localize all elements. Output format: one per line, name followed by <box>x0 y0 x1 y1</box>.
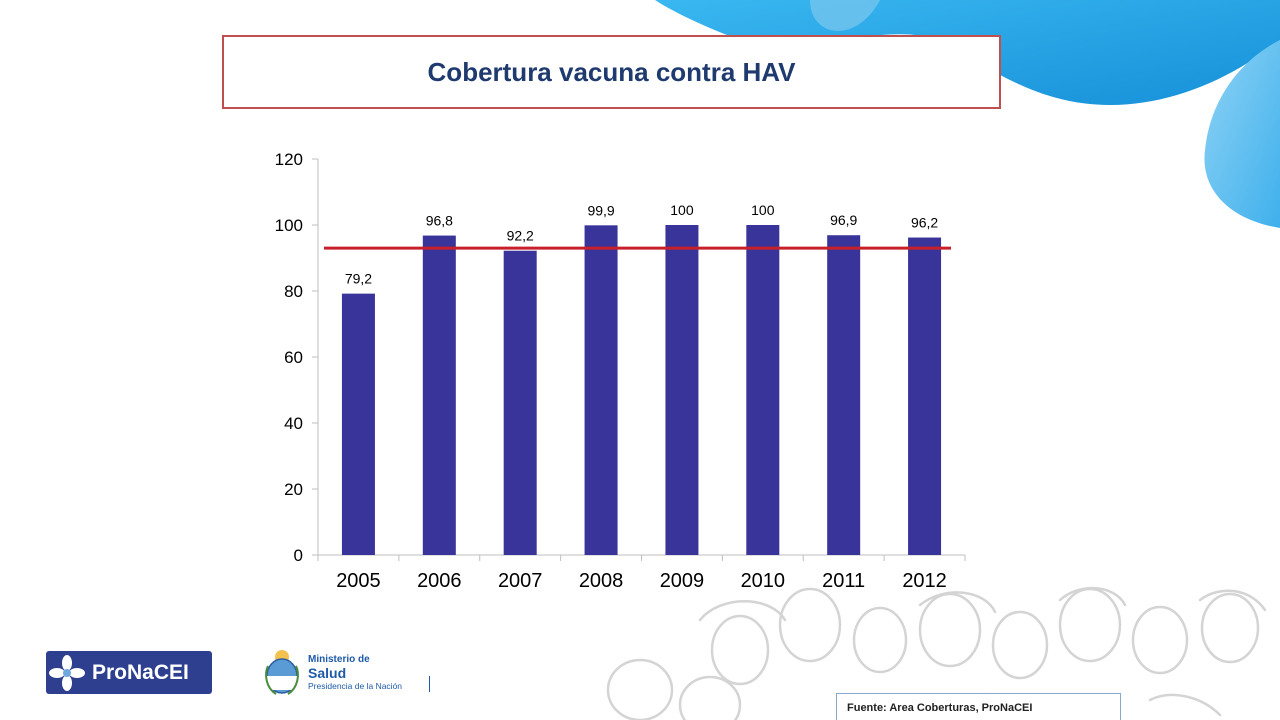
x-tick-label: 2011 <box>822 570 865 592</box>
pronacei-logo-text: ProNaCEI <box>92 660 189 684</box>
y-tick-label: 20 <box>284 480 303 499</box>
ministerio-line1: Ministerio de <box>308 654 370 665</box>
data-label: 96,2 <box>911 215 938 231</box>
bar <box>827 235 861 556</box>
data-labels: 79,2 96,8 92,2 99,9 100 100 96,9 96,2 <box>345 202 939 287</box>
data-label: 92,2 <box>507 228 534 244</box>
y-tick-label: 100 <box>275 216 303 235</box>
source-text: Fuente: Area Coberturas, ProNaCEI <box>847 702 1033 714</box>
data-label: 79,2 <box>345 271 372 287</box>
bar <box>665 225 699 555</box>
ministerio-salud-logo: Ministerio de Salud Presidencia de la Na… <box>262 648 432 696</box>
bar <box>584 225 618 555</box>
bar <box>341 293 375 555</box>
y-tick-label: 60 <box>284 348 303 367</box>
x-tick-label: 2010 <box>741 570 786 592</box>
bar <box>908 237 942 556</box>
bar <box>422 235 456 555</box>
y-axis: 0 20 40 60 80 100 120 <box>275 150 319 565</box>
coat-of-arms-icon <box>265 650 299 695</box>
bars <box>341 225 942 556</box>
x-tick-label: 2006 <box>417 570 462 592</box>
slide-title: Cobertura vacuna contra HAV <box>427 56 796 87</box>
data-label: 100 <box>670 202 694 218</box>
data-label: 100 <box>751 202 775 218</box>
ministerio-line3: Presidencia de la Nación <box>308 681 403 691</box>
slide-title-box: Cobertura vacuna contra HAV <box>222 35 1001 109</box>
data-label: 96,9 <box>830 212 857 228</box>
bar <box>503 250 537 556</box>
logo-divider <box>429 676 430 692</box>
data-label: 96,8 <box>426 213 453 229</box>
y-tick-label: 0 <box>294 546 303 565</box>
x-tick-label: 2008 <box>579 570 624 592</box>
x-axis: 2005 2006 2007 2008 2009 2010 2011 2012 <box>317 554 966 592</box>
source-note: Fuente: Area Coberturas, ProNaCEI <box>836 693 1121 720</box>
y-tick-label: 80 <box>284 282 303 301</box>
bar <box>746 225 780 555</box>
x-tick-label: 2005 <box>336 570 381 592</box>
x-tick-label: 2009 <box>660 570 705 592</box>
x-tick-label: 2007 <box>498 570 543 592</box>
x-tick-label: 2012 <box>902 570 947 592</box>
y-tick-label: 40 <box>284 414 303 433</box>
flower-icon <box>49 654 85 691</box>
pronacei-logo: ProNaCEI <box>46 651 212 694</box>
ministerio-line2: Salud <box>308 665 347 681</box>
data-label: 99,9 <box>587 202 614 218</box>
y-tick-label: 120 <box>275 150 303 169</box>
